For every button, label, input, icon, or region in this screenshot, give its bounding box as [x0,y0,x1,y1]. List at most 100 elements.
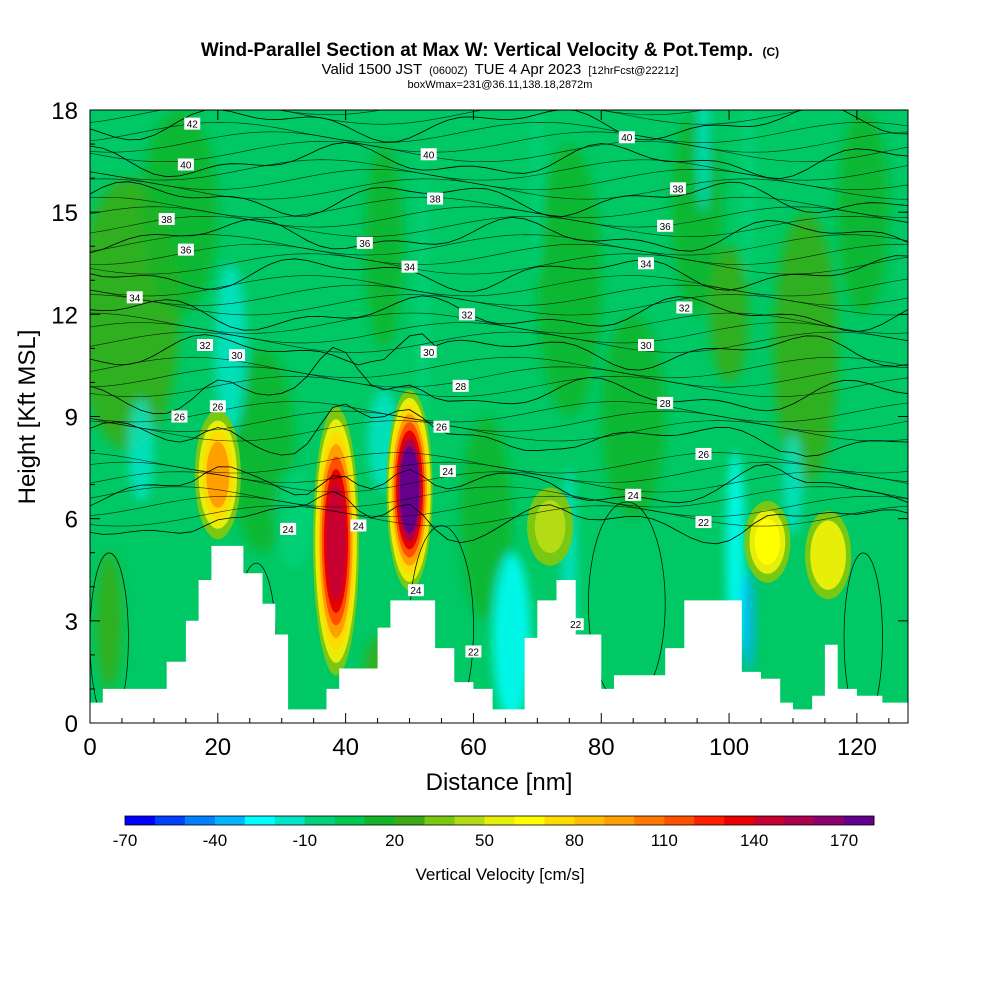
colorbar-tick-label: 50 [475,831,494,850]
colorbar-tick-label: 140 [740,831,768,850]
colorbar-tick-label: 170 [830,831,858,850]
theta-contour [90,255,908,293]
y-axis-label: Height [Kft MSL] [14,330,41,505]
colorbar-frame [124,815,875,826]
contour-label: 24 [625,488,642,502]
contour-label-text: 32 [461,310,473,321]
theta-contour-minor [90,452,908,474]
contour-label-box [177,243,194,256]
contour-labels: 22 22 22 24 24 24 24 24 26 26 26 26 28 28 30 30 30 32 32 32… [126,117,712,658]
x-tick-label: 120 [837,734,877,761]
colorbar-swatch [214,816,246,825]
contour-label: 26 [433,420,450,434]
contour-label-text: 24 [410,586,422,597]
theta-contour [90,142,908,180]
contour-label: 30 [420,345,437,359]
colorbar-swatch [454,816,486,825]
theta-contour-minor [90,410,908,432]
contour-label-box [184,117,201,130]
theta-contour-minor [90,243,908,265]
colorbar-swatch [244,816,276,825]
contour-label: 36 [356,236,373,250]
contour-label: 24 [439,464,456,478]
contour-label: 34 [401,260,418,274]
theta-contour-minor [90,131,908,153]
field-blob [460,416,512,621]
contour-label-text: 22 [698,518,710,529]
downdraft-blob [128,399,154,502]
colorbar-swatch [664,816,695,825]
contour-label-box [657,396,674,409]
contour-label-text: 40 [423,150,435,161]
theta-contour [90,346,908,415]
contour-label-text: 22 [468,647,480,658]
contour-label: 24 [407,584,424,597]
theta-contour-minor [90,401,908,423]
colorbar: -70 -40 -10 20 50 80 110 140 170 [113,815,875,850]
updraft-core [527,487,574,566]
contour-label-box [567,618,584,631]
terrain [90,545,908,723]
colorbar-swatch [754,816,785,825]
colorbar-swatch [364,816,396,825]
contour-label-box [618,131,635,144]
colorbar-swatch [125,816,156,825]
contour-label-text: 42 [187,120,199,131]
theta-contour-minor [90,331,908,353]
contour-label-text: 34 [129,293,141,304]
contour-label-box [350,519,367,532]
field-blob [837,110,889,315]
contour-label-box [420,345,437,358]
theta-contour-minor [90,215,908,238]
contour-label-box [197,338,214,351]
downdraft-blob [275,467,314,570]
contour-label-text: 32 [199,341,211,352]
contour-label: 34 [126,291,143,304]
x-tick-label: 80 [588,734,615,761]
x-tick-label: 60 [460,734,487,761]
downdraft-blob [741,569,755,672]
contour-label: 40 [177,158,194,171]
contour-label-box [695,447,712,460]
updraft-level [815,530,841,581]
contour-label: 22 [465,645,482,658]
theta-contours [90,110,908,723]
contour-label-box [126,291,143,304]
theta-contour-minor [90,505,908,527]
contour-label: 36 [177,243,194,257]
y-tick-label: 0 [65,711,78,738]
contour-label-box [158,212,175,225]
contour-label-box [401,260,418,273]
plot-area: 22 22 22 24 24 24 24 24 26 26 26 26 28 28 30 30 30 32 32 32… [90,110,908,723]
theta-contour-minor [90,356,908,378]
colorbar-swatch [484,816,515,825]
contour-label: 32 [459,308,476,321]
contour-label-text: 32 [679,304,691,315]
contour-label-box [452,379,469,392]
downdraft-blob [214,263,247,434]
theta-contour-minor [90,284,908,306]
contour-label-text: 26 [174,413,186,424]
theta-contour [90,295,908,333]
contour-label: 34 [637,257,654,270]
contour-label-box [433,420,450,433]
contour-label-text: 24 [442,467,454,478]
downdraft-blob [741,110,755,281]
contour-label-box [676,301,693,314]
updraft-core [312,406,360,676]
updraft-core [805,510,852,600]
contour-label-text: 30 [231,351,243,362]
x-tick-label: 40 [332,734,359,761]
contour-label: 38 [427,192,444,206]
colorbar-tick-label: 20 [385,831,404,850]
colorbar-swatch [334,816,366,825]
contour-label: 26 [209,400,226,413]
colorbar-swatch [724,816,755,825]
theta-contour-minor [90,178,908,200]
contour-label-box [637,338,654,351]
contour-label-box [637,257,654,270]
colorbar-swatch [274,816,306,825]
theta-contour-minor [90,486,908,508]
theta-contour-minor [90,366,908,388]
